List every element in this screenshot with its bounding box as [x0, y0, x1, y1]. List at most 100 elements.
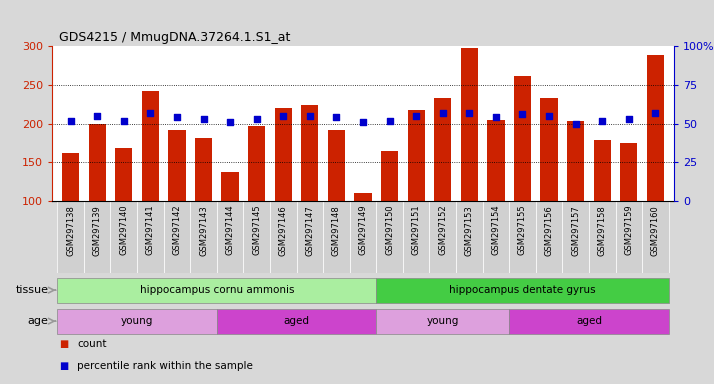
Bar: [540, 98, 558, 201]
Bar: [217, 201, 243, 273]
Text: aged: aged: [576, 316, 602, 326]
Text: GSM297155: GSM297155: [518, 205, 527, 255]
Bar: [567, 121, 584, 201]
Text: GSM297139: GSM297139: [93, 205, 101, 255]
Text: GSM297148: GSM297148: [332, 205, 341, 255]
Text: hippocampus dentate gyrus: hippocampus dentate gyrus: [449, 285, 595, 295]
Bar: [57, 309, 217, 334]
Text: GDS4215 / MmugDNA.37264.1.S1_at: GDS4215 / MmugDNA.37264.1.S1_at: [59, 31, 291, 44]
Bar: [376, 201, 403, 273]
Bar: [296, 201, 323, 273]
Bar: [434, 98, 451, 201]
Point: [623, 116, 635, 122]
Text: young: young: [426, 316, 459, 326]
Bar: [328, 130, 345, 201]
Bar: [270, 201, 296, 273]
Text: GSM297152: GSM297152: [438, 205, 447, 255]
Point: [650, 110, 661, 116]
Bar: [243, 201, 270, 273]
Bar: [354, 194, 372, 201]
Bar: [620, 143, 638, 201]
Text: GSM297153: GSM297153: [465, 205, 474, 255]
Point: [251, 116, 262, 122]
Bar: [62, 153, 79, 201]
Point: [463, 110, 475, 116]
Text: aged: aged: [283, 316, 310, 326]
Text: GSM297157: GSM297157: [571, 205, 580, 255]
Bar: [350, 201, 376, 273]
Text: GSM297154: GSM297154: [491, 205, 501, 255]
Bar: [376, 309, 509, 334]
Text: young: young: [121, 316, 154, 326]
Text: tissue: tissue: [16, 285, 49, 295]
Point: [491, 114, 502, 121]
Bar: [483, 201, 509, 273]
Bar: [248, 126, 266, 201]
Text: GSM297158: GSM297158: [598, 205, 607, 255]
Text: GSM297145: GSM297145: [252, 205, 261, 255]
Point: [145, 110, 156, 116]
Bar: [456, 201, 483, 273]
Bar: [647, 55, 664, 201]
Bar: [593, 140, 611, 201]
Bar: [195, 138, 212, 201]
Bar: [141, 91, 159, 201]
Bar: [57, 278, 376, 303]
Bar: [323, 201, 350, 273]
Text: GSM297141: GSM297141: [146, 205, 155, 255]
Bar: [461, 48, 478, 201]
Point: [570, 121, 581, 127]
Bar: [217, 309, 376, 334]
Bar: [84, 201, 111, 273]
Bar: [408, 110, 425, 201]
Bar: [403, 201, 429, 273]
Text: GSM297147: GSM297147: [306, 205, 314, 255]
Text: GSM297146: GSM297146: [278, 205, 288, 255]
Point: [517, 111, 528, 118]
Bar: [275, 108, 292, 201]
Bar: [563, 201, 589, 273]
Point: [437, 110, 448, 116]
Text: GSM297143: GSM297143: [199, 205, 208, 255]
Point: [278, 113, 289, 119]
Bar: [514, 76, 531, 201]
Point: [304, 113, 316, 119]
Text: ■: ■: [59, 361, 69, 371]
Text: GSM297142: GSM297142: [173, 205, 181, 255]
Bar: [301, 105, 318, 201]
Bar: [137, 201, 164, 273]
Text: age: age: [28, 316, 49, 326]
Text: GSM297151: GSM297151: [412, 205, 421, 255]
Text: GSM297160: GSM297160: [651, 205, 660, 255]
Point: [171, 114, 183, 121]
Text: GSM297144: GSM297144: [226, 205, 235, 255]
Point: [596, 118, 608, 124]
Bar: [190, 201, 217, 273]
Point: [543, 113, 555, 119]
Bar: [589, 201, 615, 273]
Text: GSM297138: GSM297138: [66, 205, 75, 256]
Bar: [642, 201, 669, 273]
Bar: [615, 201, 642, 273]
Bar: [169, 130, 186, 201]
Bar: [536, 201, 563, 273]
Bar: [164, 201, 190, 273]
Bar: [57, 201, 84, 273]
Bar: [509, 201, 536, 273]
Text: ■: ■: [59, 339, 69, 349]
Bar: [376, 278, 669, 303]
Text: GSM297150: GSM297150: [385, 205, 394, 255]
Point: [224, 119, 236, 125]
Text: GSM297156: GSM297156: [545, 205, 553, 255]
Point: [384, 118, 396, 124]
Bar: [509, 309, 669, 334]
Bar: [111, 201, 137, 273]
Bar: [429, 201, 456, 273]
Bar: [487, 120, 505, 201]
Bar: [115, 149, 132, 201]
Text: GSM297149: GSM297149: [358, 205, 368, 255]
Text: percentile rank within the sample: percentile rank within the sample: [77, 361, 253, 371]
Text: GSM297159: GSM297159: [624, 205, 633, 255]
Point: [198, 116, 209, 122]
Point: [118, 118, 129, 124]
